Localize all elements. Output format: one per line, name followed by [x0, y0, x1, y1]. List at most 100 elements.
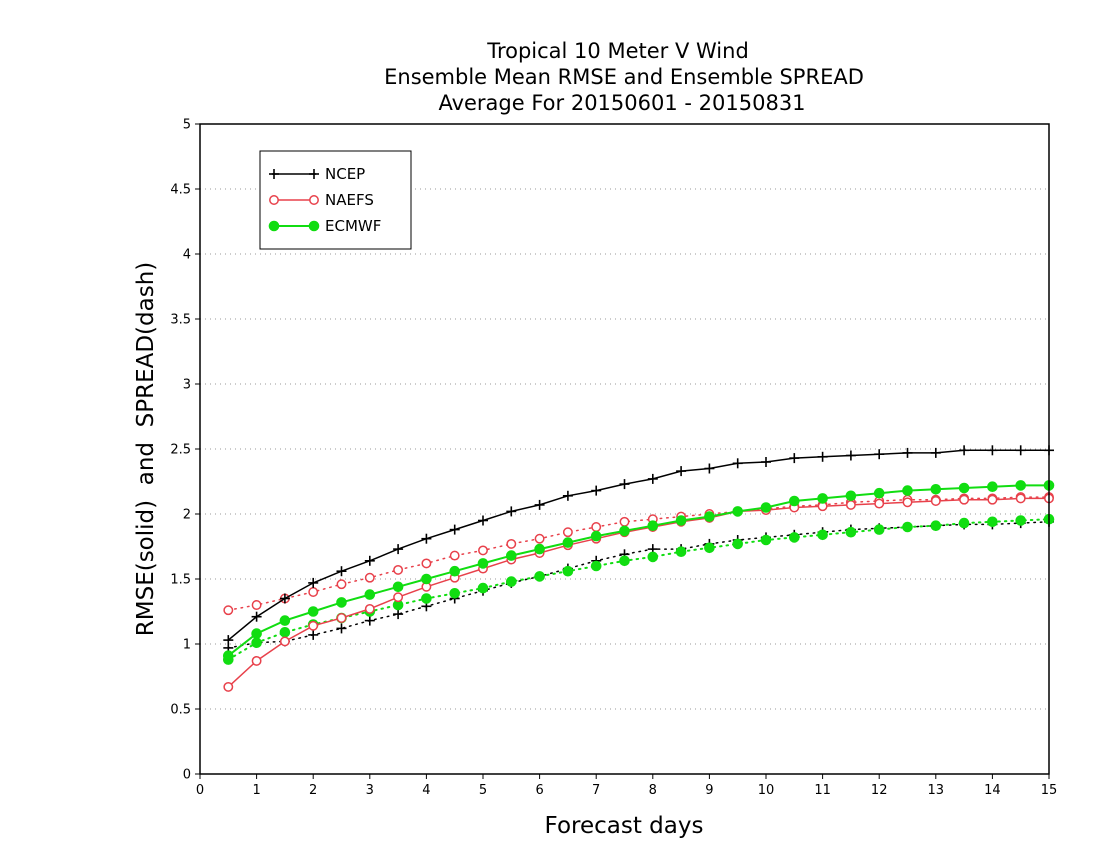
- grid: [200, 188, 1049, 710]
- legend-marker: [268, 220, 280, 232]
- ecmwf-spread-point: [647, 551, 659, 563]
- ncep-rmse-point: [308, 577, 319, 588]
- title-line-3: Average For 20150601 - 20150831: [438, 91, 805, 115]
- x-tick-label: 11: [814, 783, 831, 798]
- y-tick-label: 1: [183, 638, 191, 653]
- naefs-spread-point: [449, 550, 460, 561]
- ecmwf-spread-point: [987, 516, 998, 528]
- naefs-rmse-point: [987, 494, 998, 505]
- ecmwf-spread-point: [421, 593, 432, 604]
- ecmwf-spread-point: [789, 532, 800, 543]
- ecmwf-rmse-line: [227, 484, 1050, 657]
- ncep-rmse-line: [227, 449, 1050, 641]
- ecmwf-rmse-point: [251, 628, 262, 639]
- ecmwf-spread-point: [279, 627, 291, 638]
- ncep-rmse-point: [1015, 445, 1026, 456]
- ncep-rmse-point: [647, 473, 658, 484]
- x-tick-label: 14: [984, 783, 1001, 798]
- title-line-1: Tropical 10 Meter V Wind: [486, 39, 749, 63]
- ecmwf-spread-point: [760, 534, 772, 546]
- naefs-rmse-point: [364, 603, 375, 614]
- ecmwf-rmse-point: [590, 530, 602, 542]
- series-layer: [223, 445, 1055, 692]
- y-tick-label: 4: [183, 248, 191, 263]
- ecmwf-rmse-point: [619, 525, 630, 537]
- ncep-spread-line: [227, 521, 1050, 649]
- ncep-rmse-point: [619, 479, 630, 490]
- ncep-rmse-point: [223, 635, 234, 646]
- y-tick-label: 3: [183, 378, 191, 393]
- ecmwf-rmse-point: [760, 502, 772, 513]
- ecmwf-spread-point: [930, 520, 942, 532]
- x-tick-label: 12: [871, 783, 888, 798]
- ecmwf-spread-point: [477, 582, 489, 594]
- axis-ticks: 00.511.522.533.544.550 1 2 3 4 5 6 7 8 9 10 11 12 13 1…: [170, 118, 1057, 799]
- naefs-spread-point: [562, 527, 573, 538]
- y-tick-label: 0: [183, 768, 191, 783]
- x-tick-label: 1: [252, 783, 260, 798]
- ecmwf-spread-point: [732, 538, 744, 550]
- ncep-rmse-point: [251, 611, 262, 622]
- naefs-spread-point: [478, 545, 488, 556]
- ecmwf-rmse-point: [817, 493, 828, 504]
- ecmwf-rmse-point: [704, 511, 715, 522]
- ecmwf-spread-point: [675, 546, 687, 558]
- legend: NCEP NAEFS ECMWF: [259, 150, 412, 250]
- ecmwf-rmse-point: [392, 581, 404, 593]
- x-axis-label: Forecast days: [545, 813, 704, 839]
- x-tick-label: 13: [928, 783, 945, 798]
- ecmwf-rmse-point: [534, 543, 545, 555]
- y-tick-label: 5: [183, 118, 191, 133]
- ecmwf-rmse-point: [506, 550, 517, 561]
- ncep-rmse-point: [959, 445, 970, 456]
- ecmwf-rmse-point: [873, 487, 885, 499]
- naefs-rmse-point: [845, 499, 856, 510]
- ecmwf-rmse-point: [477, 558, 489, 569]
- x-tick-label: 9: [705, 783, 713, 798]
- x-tick-label: 4: [422, 783, 430, 798]
- legend-marker: [308, 220, 320, 232]
- y-tick-label: 0.5: [170, 703, 191, 718]
- naefs-spread-point: [251, 600, 262, 610]
- y-tick-label: 2: [183, 508, 191, 523]
- x-tick-label: 0: [196, 783, 204, 798]
- ncep-spread-point: [308, 629, 319, 640]
- y-tick-label: 4.5: [170, 183, 191, 198]
- naefs-spread-point: [393, 564, 404, 575]
- ncep-rmse-point: [393, 544, 404, 555]
- x-tick-label: 6: [535, 783, 543, 798]
- ncep-rmse-point: [761, 457, 771, 467]
- ecmwf-rmse-point: [987, 481, 998, 493]
- y-tick-label: 1.5: [170, 573, 191, 588]
- ecmwf-spread-line: [227, 518, 1050, 661]
- ecmwf-spread-point: [873, 524, 885, 535]
- ncep-rmse-point: [279, 593, 290, 604]
- ecmwf-rmse-point: [364, 589, 376, 600]
- legend-item-ecmwf: ECMWF: [268, 217, 381, 235]
- legend-item-ncep: NCEP: [269, 165, 365, 183]
- naefs-rmse-point: [1015, 493, 1026, 504]
- legend-label: NCEP: [325, 165, 365, 183]
- legend-marker: [269, 195, 279, 205]
- ncep-rmse-point: [789, 453, 800, 464]
- ecmwf-spread-point: [590, 560, 602, 572]
- ecmwf-spread-point: [562, 565, 574, 577]
- legend-item-naefs: NAEFS: [269, 191, 374, 209]
- ncep-spread-point: [393, 609, 404, 620]
- title-line-2: Ensemble Mean RMSE and Ensemble SPREAD: [384, 65, 864, 89]
- ncep-rmse-point: [817, 451, 828, 462]
- ncep-rmse-point: [845, 450, 856, 461]
- ncep-rmse-point: [364, 555, 375, 566]
- x-tick-label: 8: [649, 783, 657, 798]
- ecmwf-spread-point: [902, 521, 913, 533]
- naefs-rmse-point: [308, 620, 319, 631]
- naefs-spread-point: [336, 579, 347, 590]
- ncep-rmse-point: [930, 447, 941, 458]
- y-tick-label: 2.5: [170, 443, 191, 458]
- ncep-spread-point: [336, 623, 347, 634]
- ecmwf-spread-point: [958, 517, 970, 529]
- ncep-rmse-point: [874, 449, 885, 460]
- ecmwf-spread-point: [449, 588, 461, 599]
- ncep-rmse-point: [591, 485, 602, 496]
